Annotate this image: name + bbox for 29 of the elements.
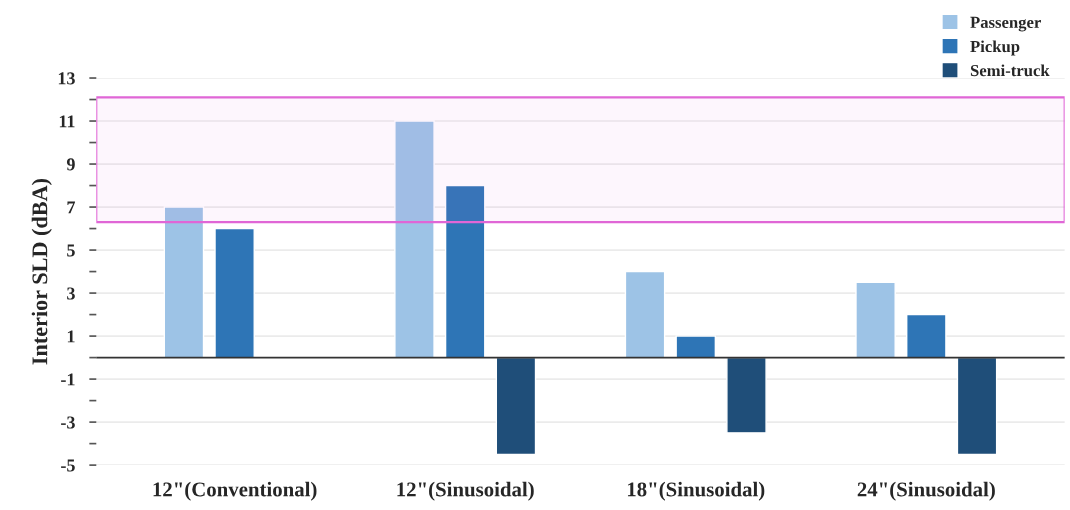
- y-tick-label: -1: [61, 373, 75, 386]
- bar: [214, 227, 255, 359]
- y-tick-label: -5: [61, 459, 75, 472]
- x-tick-label: 12"(Conventional): [153, 481, 317, 501]
- bar: [495, 356, 537, 456]
- bar: [624, 270, 666, 359]
- y-axis-title: Interior SLD (dBA): [31, 178, 52, 365]
- bar: [675, 335, 717, 359]
- y-tick-label: 3: [67, 287, 75, 300]
- legend-label: Semi-truck: [970, 64, 1050, 77]
- bar: [726, 356, 767, 434]
- bar: [444, 184, 486, 359]
- y-tick-label: -3: [61, 416, 75, 429]
- y-tick-label: 5: [67, 244, 75, 257]
- bar: [855, 281, 896, 359]
- y-tick-label: 1: [67, 330, 75, 343]
- y-tick-label: 9: [66, 158, 75, 171]
- y-tick-label: 11: [59, 115, 75, 128]
- y-tick-label: 13: [58, 72, 75, 85]
- legend-label: Pickup: [970, 40, 1020, 56]
- bar: [906, 313, 947, 359]
- legend-label: Passenger: [970, 16, 1041, 32]
- x-tick-label: 18"(Sinusoidal): [627, 481, 765, 501]
- x-tick-label: 24"(Sinusoidal): [857, 481, 995, 501]
- bar: [956, 356, 998, 456]
- y-tick-label: 7: [67, 201, 76, 214]
- bar: [163, 206, 205, 359]
- bar: [394, 120, 435, 359]
- x-tick-label: 12"(Sinusoidal): [397, 481, 534, 501]
